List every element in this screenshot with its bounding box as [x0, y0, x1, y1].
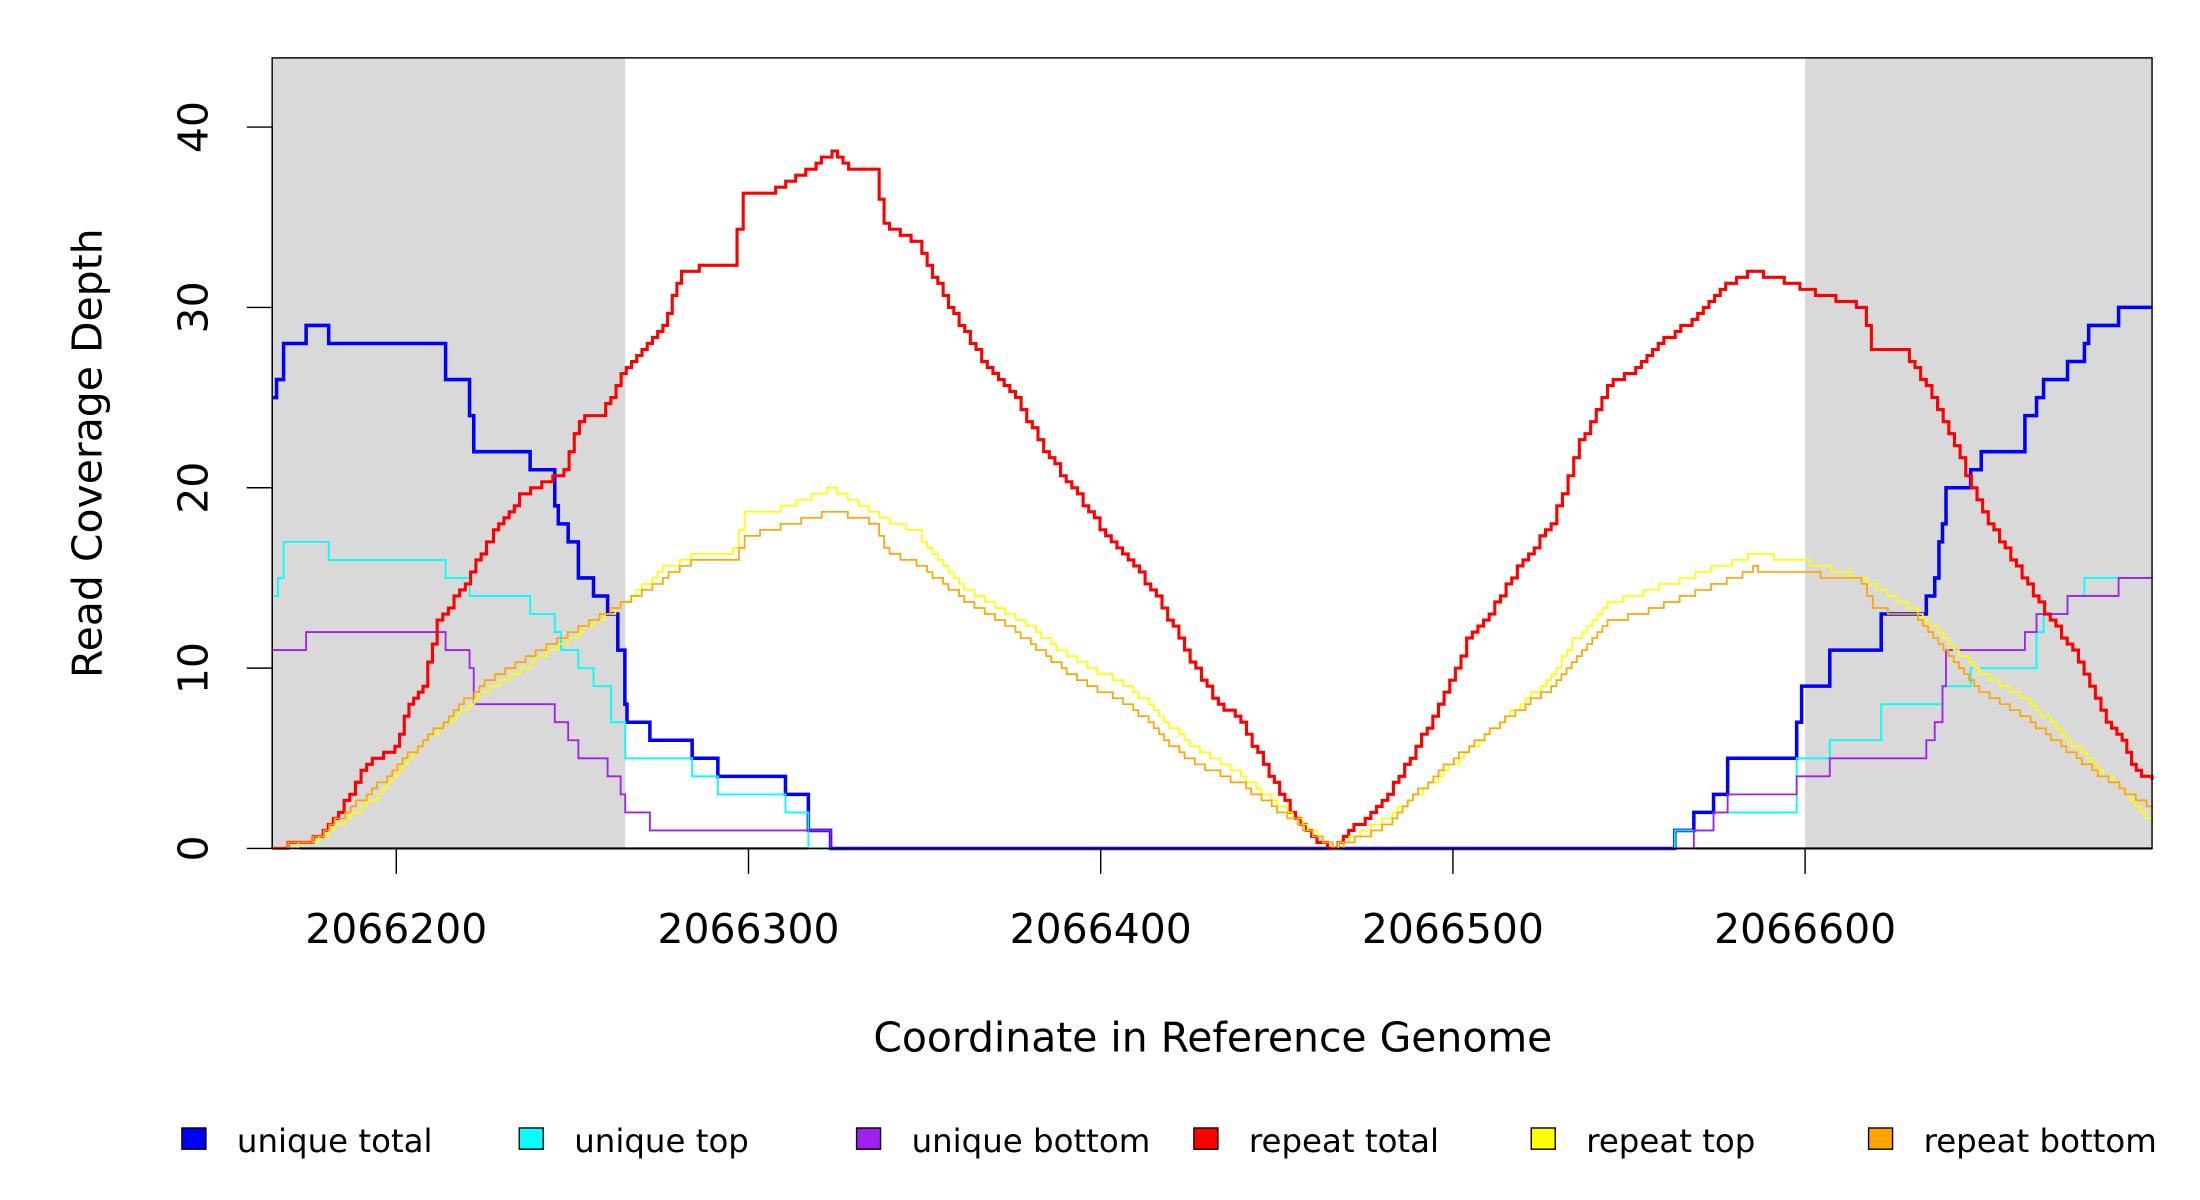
x-tick-label: 2066600: [1714, 905, 1896, 953]
y-tick-label: 30: [169, 281, 217, 333]
x-axis-label: Coordinate in Reference Genome: [873, 1014, 1552, 1062]
legend-swatch: [181, 1127, 207, 1150]
x-axis: 2066200 2066300 2066400 2066500 2066600: [305, 848, 1896, 953]
x-tick-label: 2066300: [657, 905, 839, 953]
y-axis: 0 10 20 30 40: [169, 101, 273, 861]
y-tick-label: 20: [169, 462, 217, 514]
legend: unique total unique top unique bottom repea…: [181, 1122, 2157, 1160]
y-tick-label: 10: [169, 642, 217, 694]
legend-swatch: [855, 1127, 882, 1150]
legend-label: unique total: [237, 1122, 433, 1160]
legend-label: repeat top: [1586, 1122, 1755, 1160]
legend-label: repeat bottom: [1924, 1122, 2157, 1160]
legend-swatch: [518, 1127, 544, 1150]
legend-swatch: [1530, 1127, 1556, 1150]
legend-label: unique top: [574, 1122, 749, 1160]
series-repeat-bottom: [273, 510, 2153, 850]
y-tick-label: 0: [169, 835, 217, 861]
y-tick-label: 40: [169, 101, 217, 153]
series-lines: [273, 149, 2154, 851]
x-tick-label: 2066400: [1010, 905, 1192, 953]
legend-label: unique bottom: [912, 1122, 1151, 1160]
shaded-regions: [272, 57, 2153, 850]
series-repeat-total: [273, 149, 2154, 851]
y-axis-label: Read Coverage Depth: [64, 228, 112, 678]
shaded-region: [1805, 57, 2153, 849]
series-unique-bottom: [273, 577, 2153, 850]
legend-swatch: [1867, 1127, 1894, 1150]
legend-label: repeat total: [1249, 1122, 1439, 1160]
x-tick-label: 2066200: [305, 905, 487, 953]
legend-swatch: [1193, 1127, 1219, 1150]
x-tick-label: 2066500: [1362, 905, 1544, 953]
